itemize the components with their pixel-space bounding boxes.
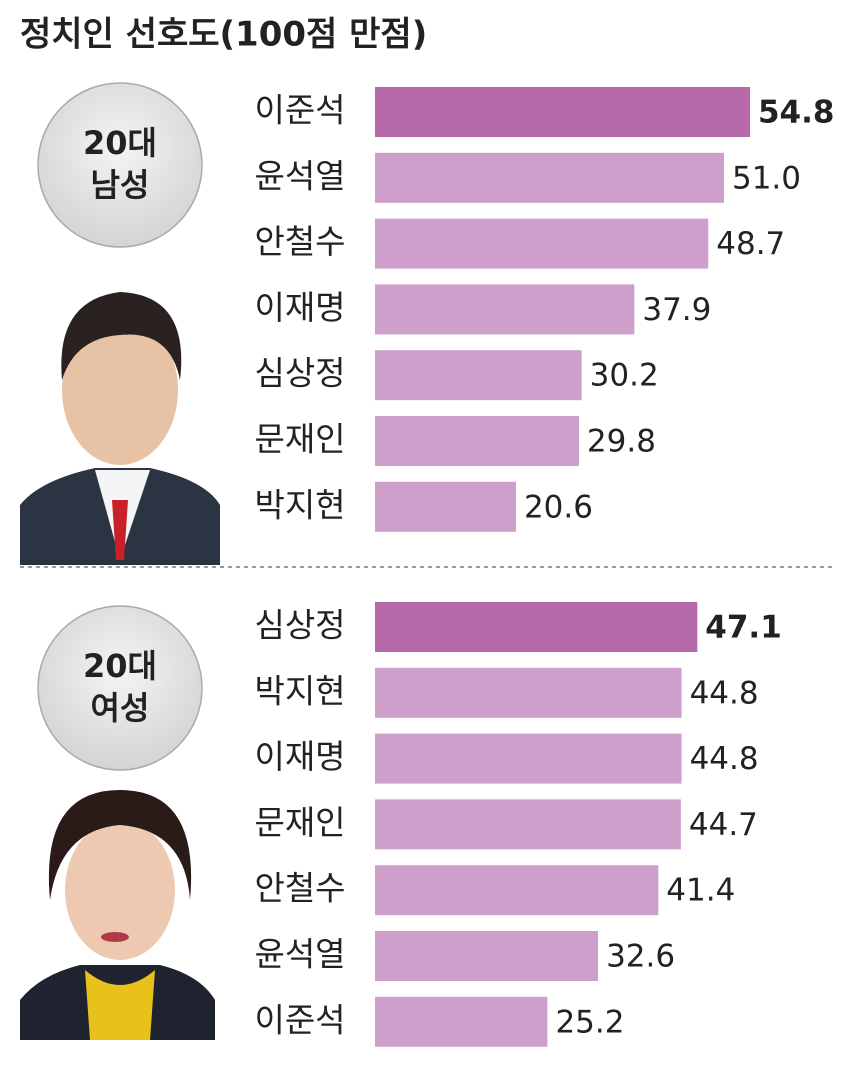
value-label: 44.8 [690, 741, 759, 777]
chart-title: 정치인 선호도(100점 만점) [20, 15, 427, 55]
value-label: 30.2 [590, 358, 659, 394]
bar [375, 416, 579, 466]
group-label: 20대 [83, 124, 157, 162]
value-label: 41.4 [666, 873, 735, 909]
portrait [20, 790, 215, 1040]
group-badge [37, 82, 203, 248]
category-label: 이준석 [254, 1000, 345, 1039]
bar [375, 481, 516, 532]
category-label: 박지현 [254, 671, 345, 710]
category-label: 심상정 [254, 354, 345, 393]
value-label: 54.8 [758, 95, 835, 131]
bar [375, 996, 548, 1047]
bar [375, 87, 750, 137]
bar [375, 152, 724, 203]
bar [375, 799, 681, 850]
category-label: 이재명 [254, 288, 345, 327]
value-label: 20.6 [524, 489, 593, 525]
category-label: 이재명 [254, 737, 345, 776]
bar [375, 865, 659, 916]
group-label: 20대 [83, 647, 157, 685]
bar [375, 733, 682, 784]
category-label: 윤석열 [254, 156, 345, 195]
value-label: 32.6 [606, 939, 675, 975]
category-label: 문재인 [254, 420, 345, 459]
category-label: 안철수 [254, 869, 345, 908]
value-label: 44.7 [689, 807, 758, 843]
value-label: 47.1 [705, 610, 782, 646]
category-label: 심상정 [254, 606, 345, 645]
bar [375, 350, 582, 401]
value-label: 29.8 [587, 424, 656, 460]
bar [375, 602, 698, 652]
category-label: 이준석 [254, 91, 345, 130]
value-label: 25.2 [555, 1004, 624, 1040]
value-label: 48.7 [716, 226, 785, 262]
value-label: 37.9 [642, 292, 711, 328]
category-label: 박지현 [254, 485, 345, 524]
group-badge [37, 605, 203, 771]
bar [375, 931, 599, 981]
portrait [20, 292, 220, 565]
category-label: 문재인 [254, 803, 345, 842]
value-label: 44.8 [690, 675, 759, 711]
group-label: 여성 [91, 689, 150, 727]
group-label: 남성 [91, 166, 150, 204]
bar [375, 218, 709, 269]
bar [375, 284, 635, 335]
bar [375, 667, 682, 718]
category-label: 윤석열 [254, 935, 345, 974]
value-label: 51.0 [732, 160, 801, 196]
category-label: 안철수 [254, 222, 345, 261]
